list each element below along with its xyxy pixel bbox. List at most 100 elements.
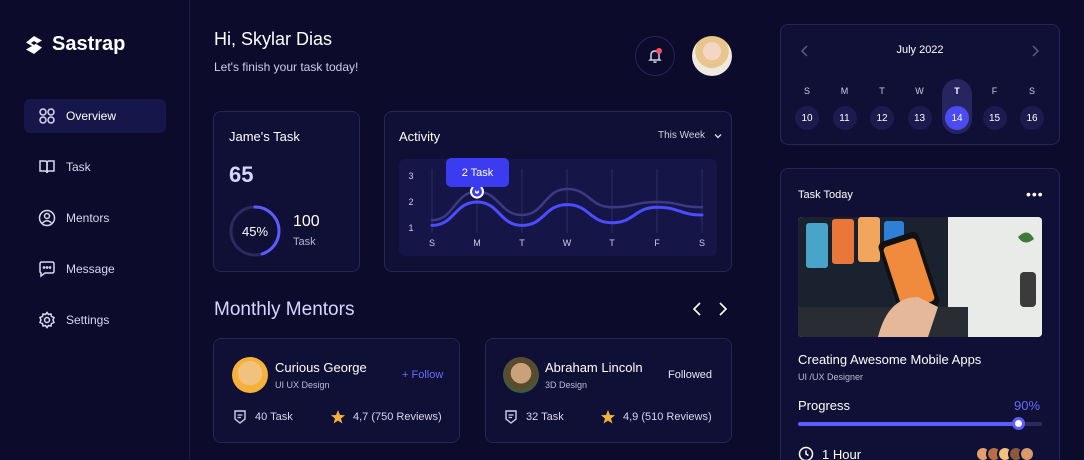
- calendar-weekday: S: [803, 86, 810, 96]
- calendar-date[interactable]: 13: [907, 106, 932, 130]
- mentor-task-count: 32 Task: [503, 409, 564, 425]
- calendar-weekday: M: [840, 86, 849, 96]
- chart-tooltip: 2 Task: [446, 158, 509, 187]
- more-options-icon[interactable]: •••: [1026, 186, 1044, 202]
- calendar-weekday: W: [915, 86, 924, 96]
- sidebar-item-overview[interactable]: Overview: [24, 99, 166, 133]
- greeting-subtitle: Let's finish your task today!: [214, 60, 359, 74]
- calendar-date[interactable]: 12: [870, 106, 894, 130]
- chart-x-tick: T: [609, 238, 615, 248]
- sidebar-item-label: Task: [66, 160, 91, 174]
- chart-x-tick: T: [519, 238, 525, 248]
- calendar-date[interactable]: 16: [1020, 106, 1044, 130]
- chart-x-tick: M: [473, 238, 481, 248]
- mentor-rating: 4,9 (510 Reviews): [600, 409, 712, 425]
- follow-button[interactable]: + Follow: [402, 369, 444, 381]
- sidebar-item-label: Overview: [66, 109, 117, 123]
- task-badge-icon: [234, 410, 246, 424]
- clock-icon: [798, 446, 814, 460]
- task-today-name: Creating Awesome Mobile Apps: [798, 352, 982, 367]
- calendar-month: July 2022: [896, 44, 944, 56]
- chart-x-tick: F: [654, 238, 660, 248]
- sidebar-item-label: Settings: [66, 313, 110, 327]
- notification-dot: [656, 48, 662, 54]
- calendar-weekday: T: [954, 86, 960, 96]
- mentor-task-label: 32 Task: [526, 411, 564, 423]
- chart-y-tick: 1: [408, 223, 413, 233]
- sidebar-item-mentors[interactable]: Mentors: [24, 201, 166, 235]
- calendar-date[interactable]: 14: [945, 106, 969, 130]
- logo-icon: [26, 35, 42, 54]
- task-today-title: Task Today: [798, 189, 853, 201]
- progress-slider-handle[interactable]: [1011, 417, 1025, 430]
- user-circle-icon: [38, 209, 56, 227]
- book-icon: [39, 160, 55, 174]
- calendar-weekday: S: [1028, 86, 1035, 96]
- brand-name: Sastrap: [52, 33, 126, 55]
- chart-x-tick: S: [699, 238, 705, 248]
- star-icon: [331, 410, 345, 424]
- sidebar-item-settings[interactable]: Settings: [24, 303, 166, 337]
- mentor-rating-label: 4,9 (510 Reviews): [623, 411, 712, 423]
- task-badge-icon: [505, 410, 517, 424]
- chart-y-tick: 2: [408, 197, 413, 207]
- calendar-date[interactable]: 15: [982, 106, 1007, 130]
- activity-range-select[interactable]: This Week: [658, 130, 723, 141]
- calendar-date[interactable]: 11: [832, 106, 857, 130]
- mentors-prev-button[interactable]: [690, 300, 704, 318]
- chevron-left-icon: [692, 302, 701, 316]
- calendar-date[interactable]: 10: [795, 106, 819, 130]
- followed-button[interactable]: Followed: [668, 369, 713, 381]
- task-duration: 1 Hour: [798, 446, 861, 460]
- task-today-role: UI /UX Designer: [798, 372, 864, 382]
- mentor-rating: 4,7 (750 Reviews): [330, 409, 442, 425]
- mentor-task-label: 40 Task: [255, 411, 293, 423]
- sidebar-item-task[interactable]: Task: [24, 150, 166, 184]
- mentors-next-button[interactable]: [716, 300, 730, 318]
- gear-icon: [39, 311, 55, 329]
- mentor-avatar: [503, 357, 539, 393]
- team-avatars: [975, 446, 1035, 460]
- chart-tooltip-pointer: [473, 187, 481, 192]
- mentor-name: Abraham Lincoln: [545, 360, 643, 375]
- task-card-title: Jame's Task: [229, 129, 300, 144]
- chevron-down-icon: [714, 133, 722, 139]
- star-icon: [601, 410, 615, 424]
- grid-icon: [39, 108, 55, 124]
- sidebar-item-label: Mentors: [66, 211, 110, 225]
- task-duration-label: 1 Hour: [822, 446, 862, 460]
- chevron-left-icon: [800, 45, 808, 57]
- mentor-avatar: [232, 357, 268, 393]
- sidebar: [0, 0, 190, 460]
- sidebar-item-label: Message: [66, 262, 115, 276]
- calendar-weekday: T: [879, 86, 885, 96]
- progress-value: 90%: [1014, 398, 1041, 413]
- chevron-right-icon: [719, 302, 728, 316]
- sidebar-item-message[interactable]: Message: [24, 252, 166, 286]
- avatar: [1019, 446, 1035, 460]
- chart-x-tick: S: [429, 238, 435, 248]
- calendar-weekday: F: [991, 86, 998, 96]
- bell-icon: [648, 50, 662, 63]
- mentor-role: 3D Design: [545, 380, 588, 390]
- mentors-section-title: Monthly Mentors: [214, 299, 355, 320]
- brand-logo[interactable]: Sastrap: [24, 33, 125, 56]
- chevron-right-icon: [1032, 45, 1040, 57]
- chart-y-tick: 3: [408, 171, 413, 181]
- calendar-prev-button[interactable]: [800, 44, 810, 57]
- chart-x-tick: W: [563, 238, 572, 248]
- task-count: 65: [229, 162, 254, 187]
- mentor-name: Curious George: [275, 360, 367, 375]
- mentor-task-count: 40 Task: [232, 409, 293, 425]
- notification-button[interactable]: [635, 36, 675, 76]
- activity-title: Activity: [399, 129, 441, 144]
- greeting-title: Hi, Skylar Dias: [214, 29, 333, 49]
- task-percent: 45%: [241, 224, 269, 239]
- calendar-next-button[interactable]: [1030, 44, 1040, 57]
- task-total: 100: [293, 213, 320, 230]
- task-total-label: Task: [293, 236, 316, 248]
- mentor-card: [213, 338, 460, 443]
- user-avatar[interactable]: [692, 36, 732, 76]
- chart-series-line: [430, 200, 704, 227]
- task-progress-ring: [229, 205, 281, 257]
